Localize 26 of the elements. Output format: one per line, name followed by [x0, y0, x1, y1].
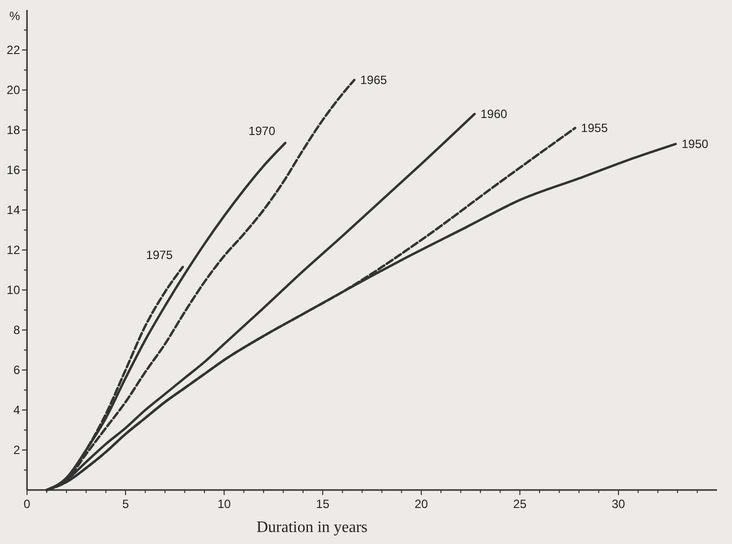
x-tick-label: 20	[414, 497, 428, 511]
y-tick-label: 4	[13, 403, 20, 417]
x-tick-label: 0	[24, 497, 31, 511]
series-label: 1955	[581, 121, 608, 135]
y-axis-title: %	[9, 9, 20, 23]
x-tick-label: 15	[316, 497, 330, 511]
y-tick-label: 22	[6, 43, 20, 57]
x-tick-label: 25	[513, 497, 527, 511]
series-label: 1965	[360, 73, 388, 87]
y-tick-label: 18	[6, 123, 20, 137]
y-tick-label: 16	[6, 163, 20, 177]
y-tick-label: 8	[13, 323, 20, 337]
series-label: 1970	[248, 124, 276, 138]
y-tick-label: 6	[13, 363, 20, 377]
series-label: 1975	[146, 248, 174, 262]
y-tick-label: 20	[6, 83, 20, 97]
x-axis-title: Duration in years	[256, 519, 368, 536]
y-tick-label: 14	[6, 203, 20, 217]
series-label: 1950	[682, 137, 709, 151]
series-label: 1960	[480, 107, 508, 121]
x-tick-label: 5	[122, 497, 130, 511]
y-tick-label: 12	[6, 243, 20, 257]
y-tick-label: 2	[13, 443, 20, 457]
x-tick-label: 10	[217, 497, 232, 511]
y-tick-label: 10	[6, 283, 20, 297]
x-tick-label: 30	[612, 497, 626, 511]
